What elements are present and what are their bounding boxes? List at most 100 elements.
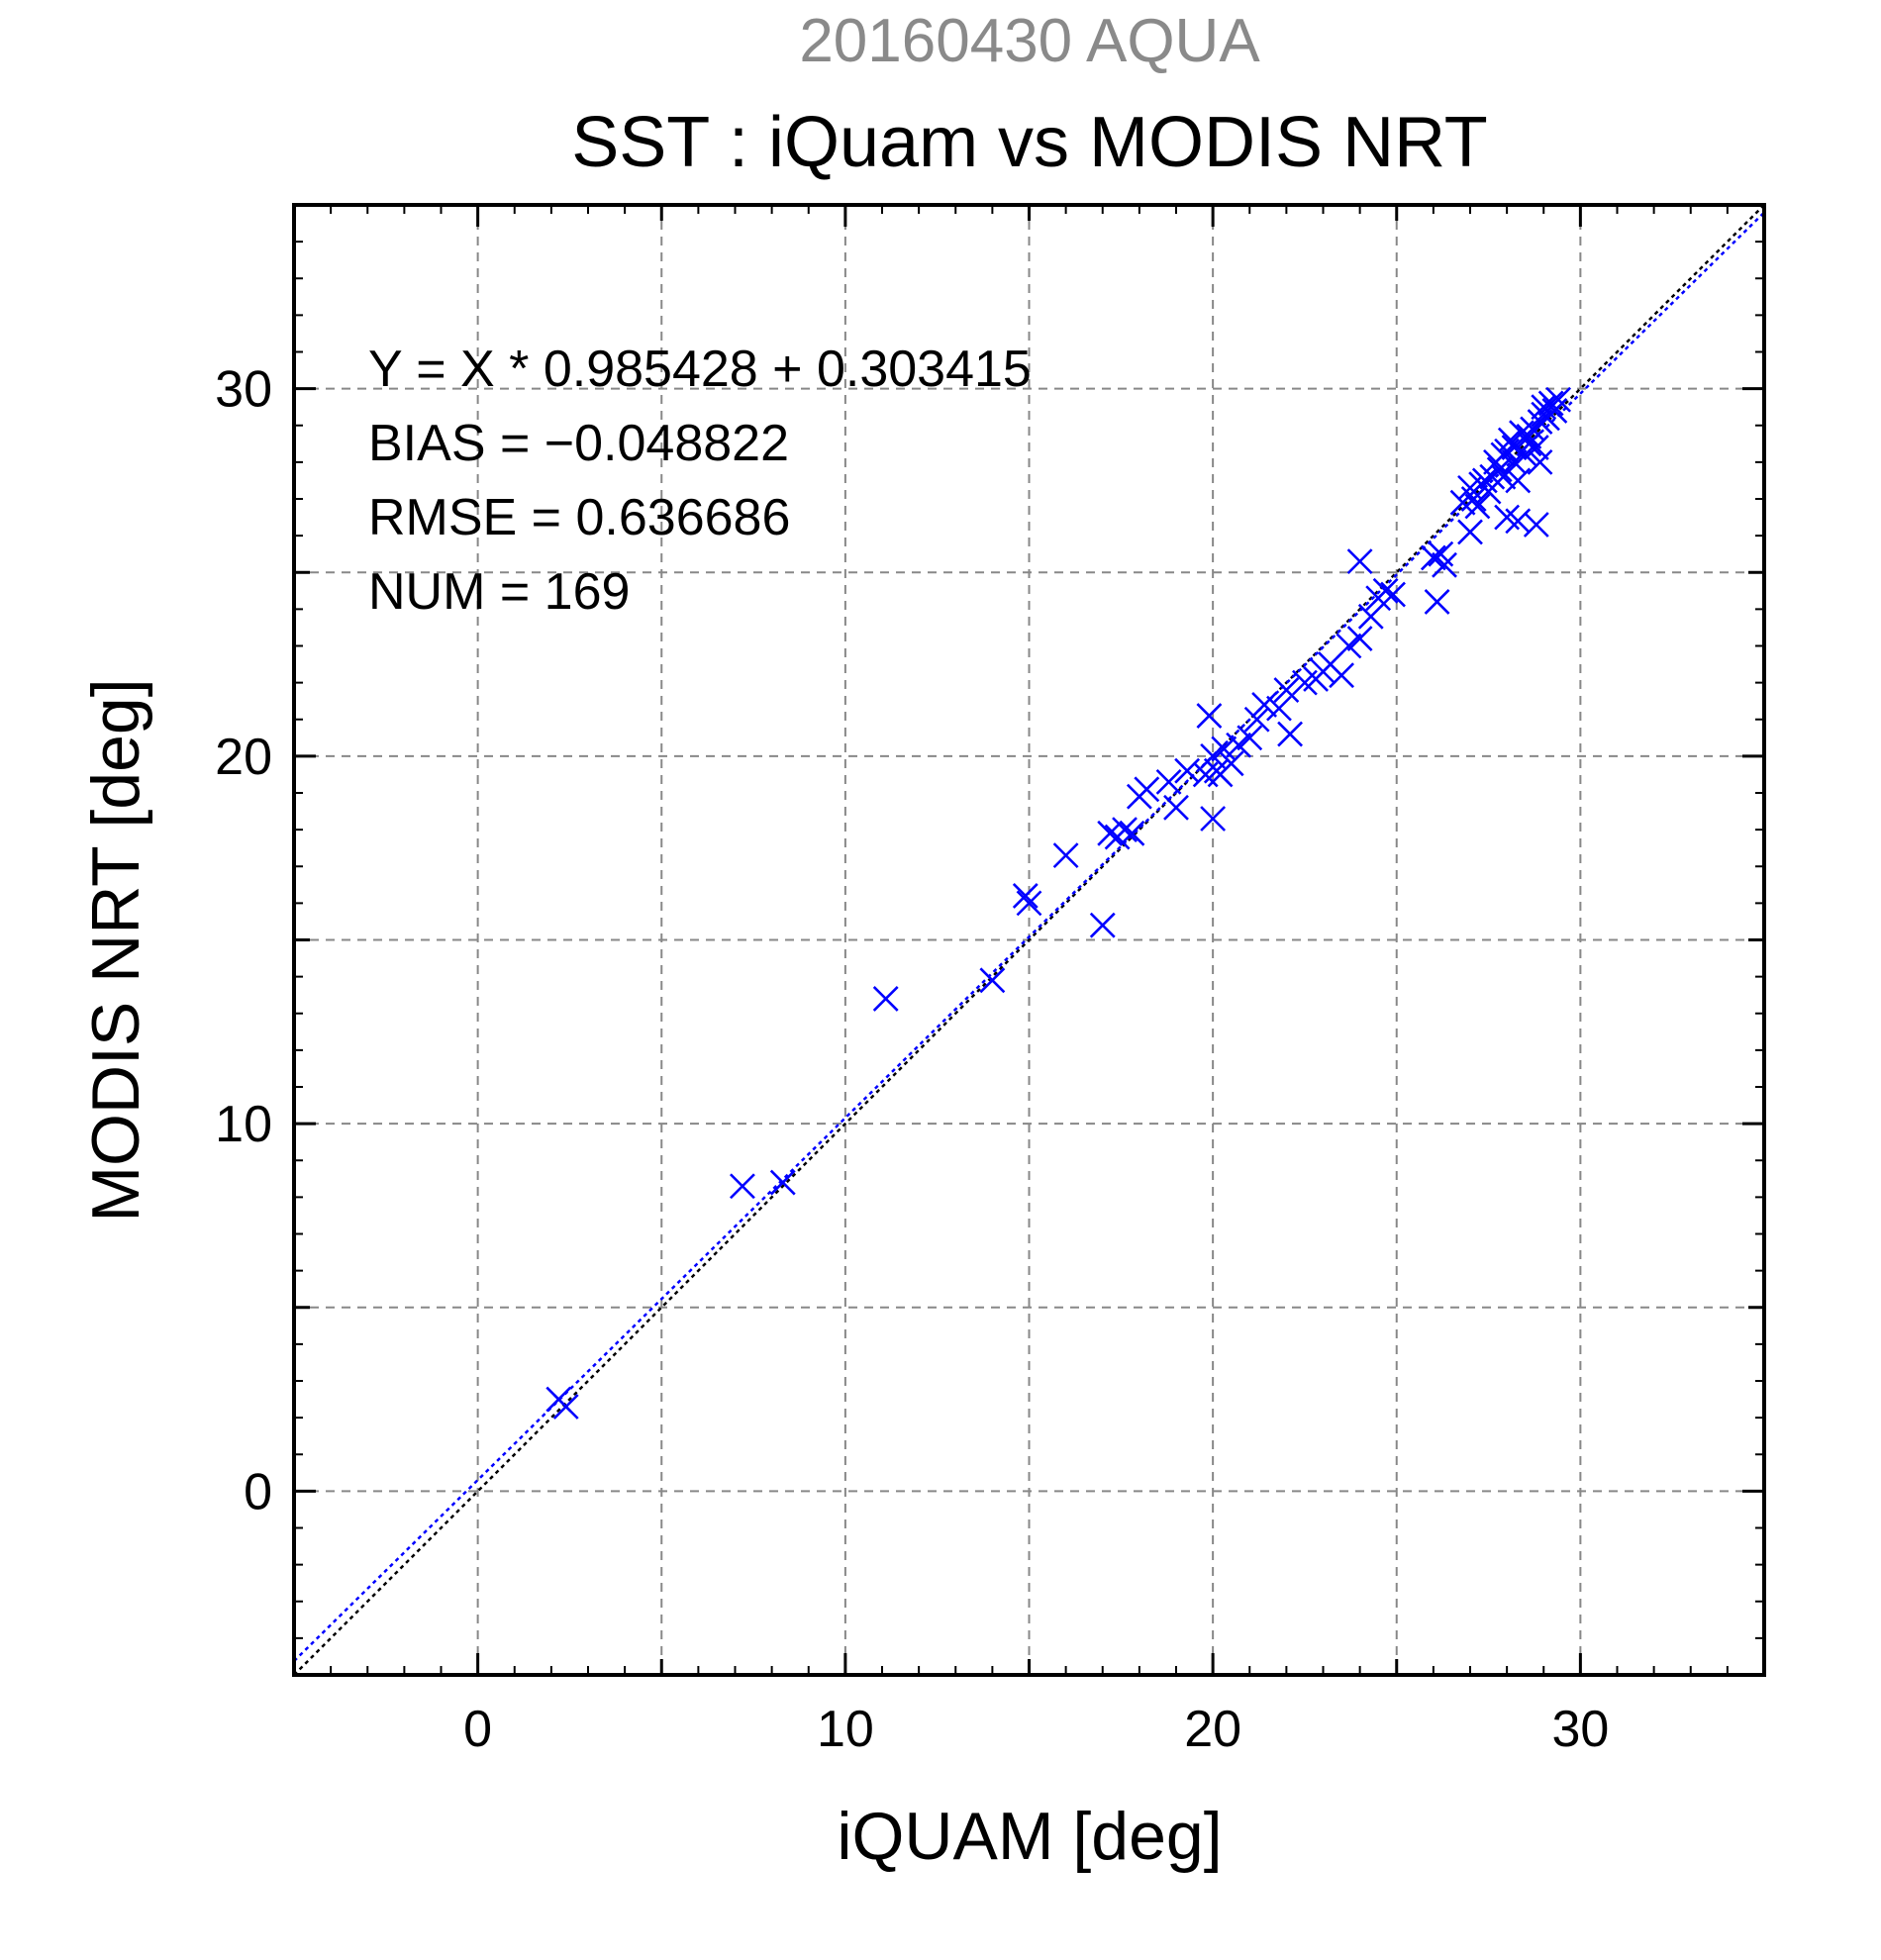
chart-subtitle: 20160430 AQUA <box>799 7 1260 75</box>
data-point <box>1527 448 1553 475</box>
data-point-stroke <box>1200 806 1227 832</box>
data-point <box>769 1169 796 1196</box>
identity-line <box>293 204 1765 1676</box>
data-point <box>1266 695 1292 722</box>
stat-bias: BIAS = −0.048822 <box>368 415 789 472</box>
data-point <box>979 967 1006 994</box>
data-point-stroke <box>1486 456 1513 483</box>
data-point <box>1516 423 1542 449</box>
data-point <box>1112 817 1138 843</box>
data-point-stroke <box>1475 478 1502 505</box>
data-point-stroke <box>1380 581 1406 608</box>
data-point <box>1277 721 1304 747</box>
stat-rmse: RMSE = 0.636686 <box>368 489 790 546</box>
data-point <box>1012 883 1039 909</box>
data-point <box>1251 691 1278 718</box>
data-point <box>1432 551 1457 578</box>
data-point <box>1134 776 1160 803</box>
chart-title: SST : iQuam vs MODIS NRT <box>571 103 1488 182</box>
data-point <box>1523 512 1549 538</box>
y-tick-label: 0 <box>244 1463 272 1520</box>
data-point <box>1211 735 1238 762</box>
data-point <box>1016 890 1042 917</box>
data-point-stroke <box>1357 603 1384 630</box>
data-point-stroke <box>1428 540 1454 567</box>
data-point <box>1196 703 1223 729</box>
data-point <box>552 1394 579 1420</box>
data-point-stroke <box>1266 695 1292 722</box>
data-point-stroke <box>1119 820 1145 846</box>
data-point-stroke <box>1531 394 1557 421</box>
data-point-stroke <box>1163 794 1189 821</box>
data-point <box>1490 441 1517 468</box>
data-points <box>545 386 1572 1420</box>
data-point-stroke <box>1200 742 1227 769</box>
data-point-stroke <box>1346 626 1373 651</box>
data-point-stroke <box>1494 504 1521 531</box>
data-point-stroke <box>1531 401 1557 428</box>
data-point-stroke <box>1112 817 1138 843</box>
data-point-stroke <box>1016 890 1042 917</box>
data-point-stroke <box>1464 493 1491 520</box>
tick-marks: 0 10 20 30 0 10 20 30 <box>215 203 1766 1758</box>
data-point <box>1243 706 1270 733</box>
data-point-stroke <box>1336 633 1362 659</box>
data-point-stroke <box>1460 486 1487 512</box>
data-point-stroke <box>1516 423 1542 449</box>
data-point <box>1052 842 1079 869</box>
data-point-stroke <box>1155 768 1182 795</box>
data-point <box>1329 662 1354 689</box>
data-point <box>1372 577 1399 604</box>
data-point <box>1273 677 1300 703</box>
data-point <box>1501 435 1528 460</box>
data-point <box>1097 820 1124 846</box>
data-point-stroke <box>1516 431 1542 457</box>
data-point <box>1420 544 1446 571</box>
data-point-stroke <box>979 967 1006 994</box>
stat-num: NUM = 169 <box>368 563 630 621</box>
data-point <box>1346 626 1373 651</box>
data-point <box>1237 725 1263 751</box>
data-point <box>1155 768 1182 795</box>
data-point <box>1475 478 1502 505</box>
data-point <box>1200 806 1227 832</box>
stat-equation: Y = X * 0.985428 + 0.303415 <box>368 341 1032 398</box>
data-point-stroke <box>1277 721 1304 747</box>
data-point-stroke <box>552 1394 579 1420</box>
data-point <box>1226 732 1252 758</box>
x-tick-label: 30 <box>1551 1701 1609 1758</box>
data-point <box>730 1173 755 1200</box>
data-point <box>1486 456 1513 483</box>
x-axis-label: iQUAM [deg] <box>837 1799 1222 1874</box>
data-point-stroke <box>769 1169 796 1196</box>
data-point-stroke <box>1537 390 1564 417</box>
data-point-stroke <box>1432 551 1457 578</box>
data-point <box>1200 742 1227 769</box>
data-point-stroke <box>1490 441 1517 468</box>
data-point <box>1089 912 1116 938</box>
data-point <box>1336 633 1362 659</box>
data-point-stroke <box>1273 677 1300 703</box>
data-point-stroke <box>730 1173 755 1200</box>
y-axis-label: MODIS NRT [deg] <box>78 678 153 1222</box>
y-tick-label: 30 <box>215 361 272 419</box>
y-tick-label: 10 <box>215 1096 272 1153</box>
y-tick-label: 20 <box>215 729 272 786</box>
data-point-stroke <box>1243 706 1270 733</box>
data-point <box>1424 589 1450 615</box>
data-point-stroke <box>1251 691 1278 718</box>
data-point <box>1380 581 1406 608</box>
data-point-stroke <box>1527 409 1553 435</box>
data-point <box>872 985 899 1012</box>
data-point <box>1505 467 1532 494</box>
data-point <box>1357 603 1384 630</box>
data-point <box>1527 409 1553 435</box>
data-point <box>1218 750 1244 777</box>
data-point-stroke <box>1211 735 1238 762</box>
data-point-stroke <box>1346 548 1373 575</box>
data-point-stroke <box>1420 544 1446 571</box>
data-point-stroke <box>1372 577 1399 604</box>
data-point-stroke <box>1134 776 1160 803</box>
data-point-stroke <box>1097 820 1124 846</box>
